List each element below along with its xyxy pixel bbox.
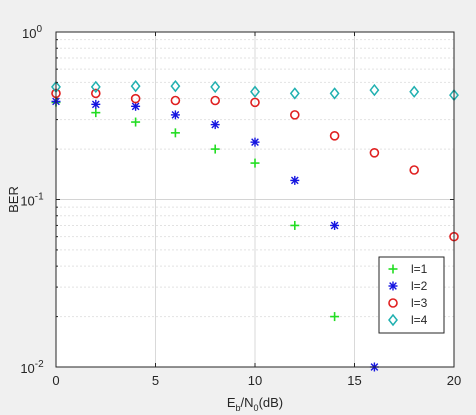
data-point-series-4 bbox=[90, 80, 101, 94]
x-label-slash: /N bbox=[241, 395, 254, 410]
data-point-series-4 bbox=[130, 79, 141, 93]
data-point-series-4 bbox=[329, 87, 340, 100]
x-label-unit: (dB) bbox=[259, 395, 284, 410]
data-point-series-3 bbox=[210, 95, 220, 106]
data-point-series-3 bbox=[170, 95, 181, 106]
series-3 bbox=[51, 88, 459, 242]
data-point-series-4 bbox=[289, 87, 300, 100]
data-point-series-3 bbox=[91, 88, 101, 99]
y-tick-label: 100 bbox=[22, 24, 42, 41]
x-axis-label: Eb/N0(dB) bbox=[227, 395, 283, 413]
data-point-series-1 bbox=[330, 312, 340, 322]
x-tick-label: 20 bbox=[447, 373, 461, 388]
data-point-series-1 bbox=[210, 144, 220, 154]
x-label-sub1: b bbox=[236, 403, 241, 413]
x-tick-label: 5 bbox=[152, 373, 159, 388]
legend-label: l=2 bbox=[411, 279, 428, 293]
y-axis-label: BER bbox=[6, 186, 21, 213]
legend-item: l=2 bbox=[388, 279, 428, 293]
x-tick-label: 10 bbox=[248, 373, 262, 388]
axes: 0 5 10 15 20 100 10-1 10-2 bbox=[20, 24, 461, 388]
data-point-series-2 bbox=[250, 137, 260, 147]
x-label-sub2: 0 bbox=[254, 403, 259, 413]
legend-label: l=1 bbox=[411, 262, 428, 276]
data-point-series-3 bbox=[369, 148, 380, 158]
data-point-series-3 bbox=[409, 165, 420, 175]
data-point-series-2 bbox=[330, 220, 340, 230]
data-point-series-1 bbox=[131, 117, 141, 127]
data-point-series-3 bbox=[289, 110, 300, 120]
legend-label: l=4 bbox=[411, 313, 428, 327]
series-1 bbox=[51, 97, 340, 322]
y-tick-label: 10-1 bbox=[20, 192, 44, 209]
data-point-series-1 bbox=[290, 220, 300, 230]
data-point-series-4 bbox=[170, 79, 181, 93]
data-point-series-4 bbox=[250, 85, 260, 98]
legend-marker bbox=[388, 281, 398, 291]
legend-item: l=3 bbox=[388, 296, 428, 310]
data-point-series-3 bbox=[130, 93, 141, 104]
data-point-series-1 bbox=[91, 108, 101, 118]
legend: l=1 l=2 l=3 l=4 bbox=[378, 256, 445, 334]
series-layer bbox=[51, 79, 459, 372]
data-point-series-1 bbox=[250, 158, 260, 168]
series-4 bbox=[51, 79, 459, 102]
x-tick-label: 0 bbox=[52, 373, 59, 388]
legend-marker bbox=[388, 264, 398, 274]
data-point-series-3 bbox=[250, 97, 260, 108]
legend-marker bbox=[388, 298, 398, 308]
data-point-series-3 bbox=[329, 131, 340, 141]
legend-label: l=3 bbox=[411, 296, 428, 310]
legend-item: l=1 bbox=[388, 262, 428, 276]
legend-item: l=4 bbox=[388, 313, 428, 327]
data-point-series-4 bbox=[409, 85, 420, 98]
x-label-main: E bbox=[227, 395, 236, 410]
data-point-series-4 bbox=[210, 80, 221, 94]
x-tick-label: 15 bbox=[347, 373, 361, 388]
data-point-series-2 bbox=[91, 99, 101, 109]
data-point-series-2 bbox=[290, 175, 300, 185]
y-tick-label: 10-2 bbox=[20, 359, 44, 376]
data-point-series-2 bbox=[170, 110, 180, 120]
data-point-series-2 bbox=[210, 120, 220, 130]
legend-marker bbox=[388, 313, 398, 327]
data-point-series-4 bbox=[369, 83, 380, 97]
data-point-series-1 bbox=[170, 128, 180, 138]
